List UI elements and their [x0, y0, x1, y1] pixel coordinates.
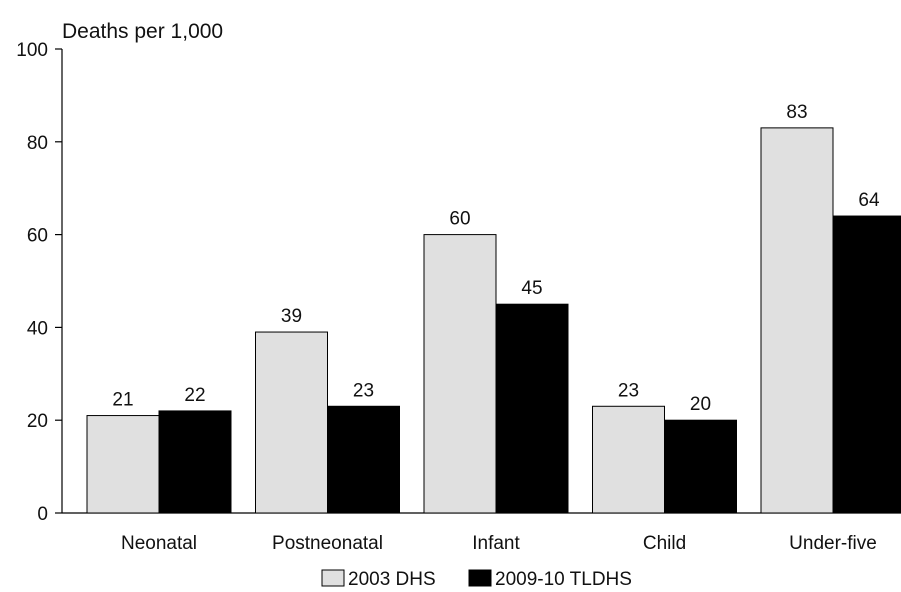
legend: 2003 DHS 2009-10 TLDHS	[321, 569, 632, 590]
bars	[86, 127, 901, 514]
bar	[495, 303, 569, 514]
y-tick-label: 100	[16, 40, 48, 61]
bar	[423, 234, 497, 514]
category-label: Neonatal	[121, 533, 197, 554]
legend-swatch	[321, 569, 345, 587]
bar	[664, 419, 737, 514]
bar	[86, 415, 160, 514]
bar	[255, 331, 328, 514]
category-labels: Neonatal Postneonatal Infant Child Under-fiv…	[121, 533, 877, 554]
y-tick-label: 40	[27, 318, 48, 339]
data-label: 23	[353, 380, 374, 401]
y-tick-label: 80	[27, 133, 48, 154]
bar	[760, 127, 834, 514]
data-label: 23	[618, 380, 639, 401]
data-label: 22	[184, 385, 205, 406]
y-tick-label: 20	[27, 411, 48, 432]
data-label: 83	[786, 102, 807, 123]
legend-swatch	[468, 569, 492, 587]
bar	[158, 410, 232, 514]
category-label: Infant	[472, 533, 520, 554]
category-label: Child	[643, 533, 686, 554]
bar	[327, 405, 400, 514]
data-label: 20	[690, 394, 711, 415]
y-axis-title: Deaths per 1,000	[62, 20, 223, 43]
data-label: 21	[112, 390, 133, 411]
data-label: 39	[281, 306, 302, 327]
y-tick-label: 60	[27, 226, 48, 247]
legend-label: 2003 DHS	[348, 569, 436, 590]
data-label: 45	[521, 278, 542, 299]
data-label: 64	[858, 190, 880, 211]
bar	[592, 405, 665, 514]
y-tick-label: 0	[37, 504, 48, 525]
data-labels: 21 22 39 23 60 45 23 20 83 64	[112, 102, 880, 415]
legend-label: 2009-10 TLDHS	[495, 569, 632, 590]
y-ticks: 0 20 40 60 80 100	[16, 40, 62, 525]
bar	[832, 215, 901, 514]
data-label: 60	[449, 209, 470, 230]
category-label: Under-five	[789, 533, 877, 554]
category-label: Postneonatal	[272, 533, 383, 554]
